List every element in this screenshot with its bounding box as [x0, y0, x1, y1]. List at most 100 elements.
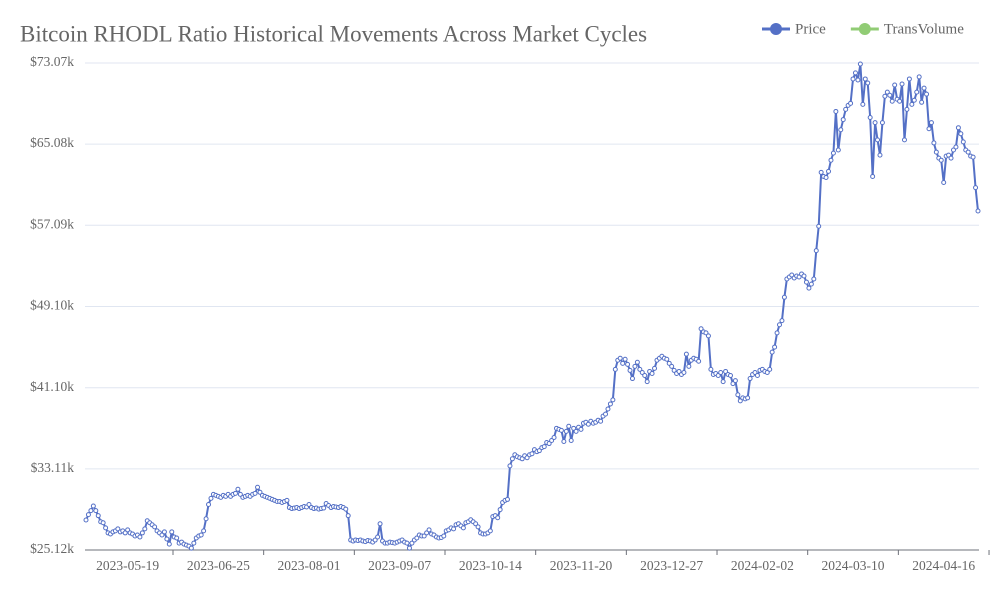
data-point	[607, 401, 613, 407]
data-point	[497, 507, 503, 513]
data-point	[904, 106, 910, 112]
data-point	[938, 157, 944, 163]
data-point	[495, 515, 501, 521]
data-point	[639, 369, 645, 375]
data-point	[605, 406, 611, 412]
data-point	[970, 154, 976, 160]
data-point	[777, 322, 783, 328]
data-point	[870, 173, 876, 179]
data-point	[769, 349, 775, 355]
data-point	[414, 535, 420, 541]
data-point	[953, 144, 959, 150]
data-point	[833, 108, 839, 114]
data-point	[705, 333, 711, 339]
data-point	[203, 516, 209, 522]
data-point	[83, 517, 89, 523]
data-point	[122, 530, 128, 536]
data-point	[686, 363, 692, 369]
data-point	[723, 368, 729, 374]
data-point	[882, 93, 888, 99]
data-point	[321, 505, 327, 511]
data-point	[549, 438, 555, 444]
data-point	[732, 378, 738, 384]
data-point	[95, 513, 101, 519]
x-tick-label: 2023-09-07	[368, 558, 431, 573]
data-point	[696, 358, 702, 364]
data-point	[772, 344, 778, 350]
data-point	[93, 508, 99, 514]
data-point	[816, 223, 822, 229]
data-point	[201, 528, 207, 534]
data-point	[671, 367, 677, 373]
data-point	[152, 524, 158, 530]
data-point	[848, 100, 854, 106]
data-point	[764, 369, 770, 375]
data-point	[865, 80, 871, 86]
data-point	[676, 368, 682, 374]
data-point	[928, 120, 934, 126]
data-point	[563, 428, 569, 434]
data-point	[838, 127, 844, 133]
legend-icon-dot	[858, 23, 871, 35]
data-point	[901, 137, 907, 143]
data-point	[208, 495, 214, 501]
data-point	[257, 489, 263, 495]
data-point	[561, 439, 567, 445]
chart-title: Bitcoin RHODL Ratio Historical Movements…	[20, 21, 647, 46]
data-point	[566, 423, 572, 429]
data-point	[892, 82, 898, 88]
x-tick-label: 2024-03-10	[822, 558, 885, 573]
data-point	[941, 180, 947, 186]
data-point	[578, 426, 584, 432]
data-point	[115, 526, 121, 532]
data-point	[519, 456, 525, 462]
data-point	[899, 81, 905, 87]
data-point	[781, 294, 787, 300]
data-point	[840, 117, 846, 123]
data-point	[166, 541, 172, 547]
data-point	[683, 351, 689, 357]
data-point	[767, 366, 773, 372]
data-point	[139, 530, 145, 536]
data-point	[137, 534, 143, 540]
data-point	[558, 427, 564, 433]
data-point	[509, 456, 515, 462]
data-point	[603, 411, 609, 417]
data-point	[573, 428, 579, 434]
x-tick-label: 2023-05-19	[96, 558, 159, 573]
data-point	[649, 370, 655, 376]
data-point	[142, 526, 148, 532]
data-point	[875, 137, 881, 143]
data-point	[598, 418, 604, 424]
data-point	[828, 157, 834, 163]
data-point	[100, 520, 106, 526]
data-point	[404, 540, 410, 546]
data-point	[644, 379, 650, 385]
data-point	[642, 373, 648, 379]
data-point	[852, 70, 858, 76]
data-point	[681, 369, 687, 375]
data-point	[345, 513, 351, 519]
data-point	[879, 120, 885, 126]
y-tick-label: $33.11k	[31, 460, 75, 475]
data-point	[409, 540, 415, 546]
data-point	[850, 76, 856, 82]
data-point	[571, 425, 577, 431]
x-tick-label: 2023-10-14	[459, 558, 522, 573]
data-point	[627, 367, 633, 373]
data-point	[818, 169, 824, 175]
data-point	[237, 491, 243, 497]
y-tick-label: $57.09k	[30, 216, 74, 231]
data-point	[789, 272, 795, 278]
data-point	[568, 438, 574, 444]
data-point	[460, 525, 466, 531]
data-point	[801, 273, 807, 279]
data-point	[909, 101, 915, 107]
data-point	[652, 365, 658, 371]
x-tick-label: 2023-11-20	[550, 558, 613, 573]
data-point	[475, 524, 481, 530]
data-point	[958, 131, 964, 137]
x-tick-label: 2024-04-16	[912, 558, 975, 573]
data-point	[664, 356, 670, 362]
